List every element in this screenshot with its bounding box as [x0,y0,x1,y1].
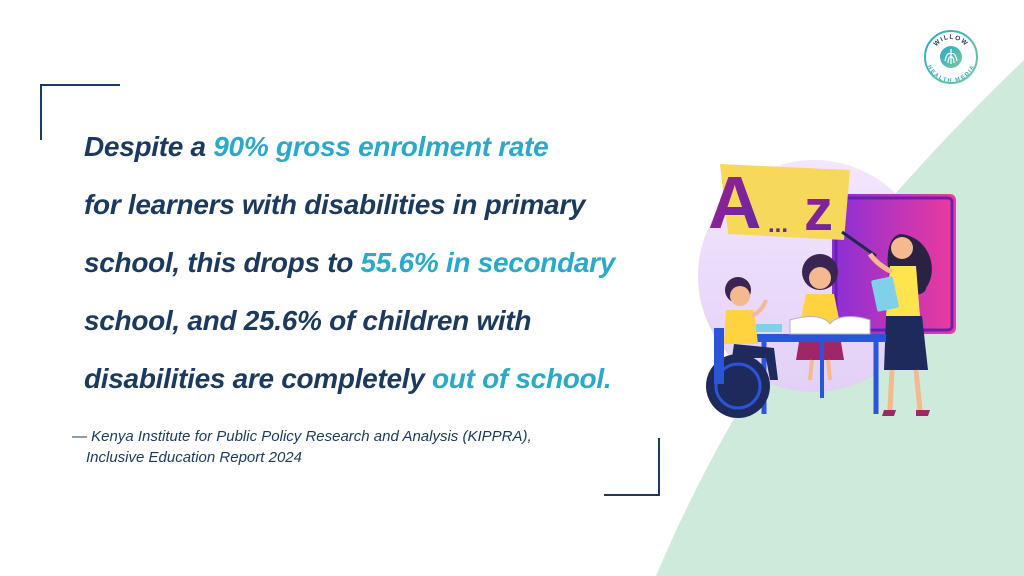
pointer-stick [841,230,877,258]
quote-line-3: school, this drops to 55.6% in secondary [84,247,616,278]
bottom-right-bracket [604,438,660,496]
top-left-bracket [40,84,120,140]
letter-a: A [708,161,761,244]
letter-z: z [804,178,833,243]
teacher [867,234,932,416]
quote-text: Despite a 90% gross enrolment rate for l… [84,118,644,408]
willow-health-media-logo: WILLOW HEALTH MEDIA [924,30,978,84]
letter-dots: ... [768,211,788,238]
citation: — Kenya Institute for Public Policy Rese… [72,426,592,468]
classroom-illustration: A ... z [698,160,956,418]
highlight-out-of-school: out of school. [431,363,612,394]
citation-line-2: Inclusive Education Report 2024 [86,449,302,466]
flashcard [720,164,850,240]
quote-line-2: for learners with disabilities in primar… [84,189,586,220]
citation-line-1: — Kenya Institute for Public Policy Rese… [72,428,532,445]
highlight-secondary-rate: 55.6% in secondary [360,247,616,278]
student-wheelchair [706,277,778,418]
quote-line-4: school, and 25.6% of children with [84,305,532,336]
quote-line-1: Despite a 90% gross enrolment rate [84,131,549,162]
quote-line-5: disabilities are completely out of schoo… [84,363,612,394]
highlight-enrolment-rate: 90% gross enrolment rate [213,131,549,162]
